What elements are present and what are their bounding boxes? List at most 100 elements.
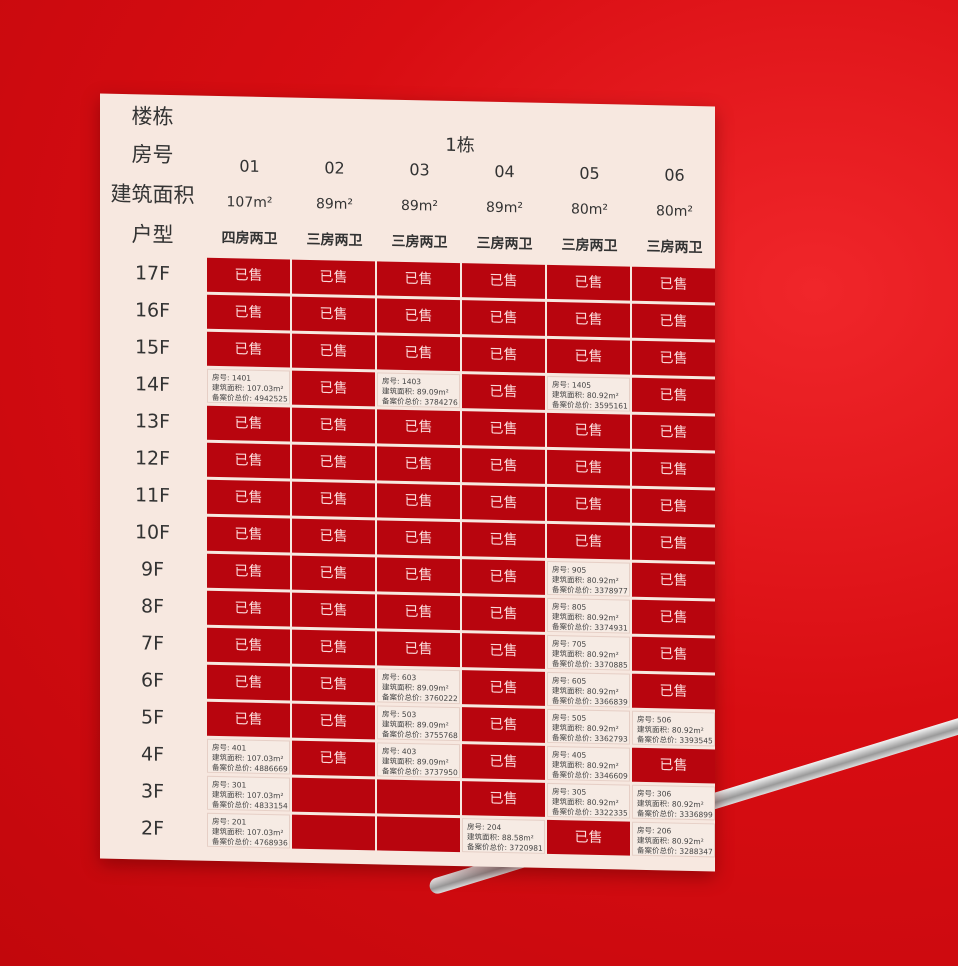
area-label: 建筑面积: [382, 756, 417, 767]
price-value: 3322335 [594, 807, 628, 818]
room-value: 305 [571, 787, 587, 797]
room-label: 房号: [212, 742, 232, 753]
sold-cell: 已售 [632, 414, 715, 451]
area-value: 89.09m² [416, 720, 449, 730]
room-label: 房号: [637, 788, 657, 799]
price-label: 备案价总价: [637, 845, 680, 856]
area-value: 80.92m² [586, 612, 619, 623]
price-line: 备案价总价: 3595161 [552, 400, 628, 412]
sold-cell: 已售 [377, 298, 460, 335]
room-label: 房号: [637, 714, 657, 725]
area-label: 建筑面积: [382, 682, 417, 693]
sold-cell: 已售 [547, 301, 630, 338]
sold-cell: 已售 [207, 442, 290, 479]
price-line: 备案价总价: 4833154 [212, 799, 288, 812]
area-label: 建筑面积: [637, 724, 672, 735]
sold-cell: 已售 [462, 337, 545, 373]
price-label: 备案价总价: [552, 733, 595, 743]
sold-cell: 已售 [462, 744, 545, 780]
available-unit-card: 房号: 405 建筑面积: 80.92m² 备案价总价: 3346609 [547, 745, 630, 782]
sold-cell: 已售 [377, 409, 460, 446]
sold-cell: 已售 [377, 594, 460, 631]
room-label: 房号: [382, 376, 402, 386]
price-value: 4768936 [254, 837, 288, 848]
column-area: 80m² [655, 203, 694, 220]
sold-cell: 已售 [377, 446, 460, 483]
available-unit-card: 房号: 403 建筑面积: 89.09m² 备案价总价: 3737950 [377, 742, 460, 779]
floor-label: 13F [134, 410, 171, 434]
room-value: 405 [571, 750, 587, 760]
blank-cell [377, 816, 460, 853]
available-unit-card: 房号: 1403 建筑面积: 89.09m² 备案价总价: 3784276 [377, 372, 460, 409]
column-room-number: 03 [409, 160, 430, 180]
area-label: 建筑面积: [552, 723, 587, 733]
available-unit-card: 房号: 204 建筑面积: 88.58m² 备案价总价: 3720981 [462, 818, 545, 854]
sold-cell: 已售 [547, 819, 630, 856]
price-value: 3720981 [509, 843, 543, 853]
room-label: 房号: [382, 672, 402, 682]
price-label: 备案价总价: [637, 734, 680, 745]
floor-label: 5F [140, 706, 165, 729]
price-line: 备案价总价: 3366839 [552, 696, 628, 708]
price-label: 备案价总价: [552, 659, 595, 669]
sold-cell: 已售 [292, 370, 375, 407]
sold-cell: 已售 [462, 448, 545, 484]
room-value: 201 [231, 817, 247, 827]
sold-cell: 已售 [292, 666, 375, 703]
price-line: 备案价总价: 3288347 [637, 845, 713, 858]
price-line: 备案价总价: 4942525 [212, 393, 288, 405]
sold-cell: 已售 [292, 407, 375, 444]
price-value: 3362793 [594, 733, 628, 744]
price-line: 备案价总价: 3374931 [552, 622, 628, 634]
sold-cell: 已售 [462, 263, 545, 299]
room-value: 401 [231, 743, 247, 753]
column-room-number: 02 [324, 158, 345, 178]
price-label: 备案价总价: [552, 770, 595, 780]
price-value: 3595161 [594, 400, 628, 411]
area-label: 建筑面积: [637, 835, 672, 846]
column-header: 04 89m² 三房两卫 [462, 153, 547, 263]
price-line: 备案价总价: 3393545 [637, 734, 713, 747]
sold-cell: 已售 [632, 747, 715, 784]
floor-label: 9F [140, 558, 165, 581]
price-value: 3336899 [679, 809, 713, 820]
price-label: 备案价总价: [212, 799, 255, 810]
sold-cell: 已售 [632, 451, 715, 488]
room-value: 503 [401, 709, 417, 720]
room-value: 603 [401, 672, 417, 683]
sold-cell: 已售 [462, 781, 545, 817]
area-label: 建筑面积: [212, 826, 247, 837]
sold-cell: 已售 [632, 599, 715, 636]
sold-cell: 已售 [207, 294, 290, 331]
area-value: 80.92m² [671, 836, 704, 847]
floor-label: 17F [134, 262, 171, 286]
sold-cell: 已售 [462, 670, 545, 706]
sold-cell: 已售 [207, 516, 290, 553]
area-value: 80.92m² [586, 575, 619, 586]
room-label: 房号: [552, 750, 572, 760]
area-label: 建筑面积: [382, 719, 417, 730]
column-unit-type: 三房两卫 [561, 237, 618, 255]
room-label: 房号: [552, 787, 572, 797]
price-label: 备案价总价: [552, 807, 595, 817]
sold-cell: 已售 [377, 557, 460, 594]
room-value: 1403 [401, 376, 422, 387]
price-value: 3374931 [594, 622, 628, 633]
room-value: 301 [231, 780, 247, 790]
price-value: 4833154 [254, 800, 288, 811]
area-value: 80.92m² [586, 686, 619, 697]
area-value: 80.92m² [671, 799, 704, 810]
room-value: 605 [571, 676, 587, 686]
sold-cell: 已售 [207, 479, 290, 516]
room-value: 805 [571, 602, 587, 612]
area-value: 89.09m² [416, 757, 449, 767]
sold-cell: 已售 [377, 261, 460, 298]
area-value: 107.03m² [246, 383, 284, 394]
floor-label: 11F [134, 484, 171, 508]
available-unit-card: 房号: 206 建筑面积: 80.92m² 备案价总价: 3288347 [632, 821, 715, 858]
price-label: 备案价总价: [552, 696, 595, 706]
column-area: 89m² [485, 199, 524, 217]
column-room-number: 06 [664, 165, 685, 185]
sold-cell: 已售 [207, 701, 290, 738]
price-label: 备案价总价: [212, 836, 255, 847]
